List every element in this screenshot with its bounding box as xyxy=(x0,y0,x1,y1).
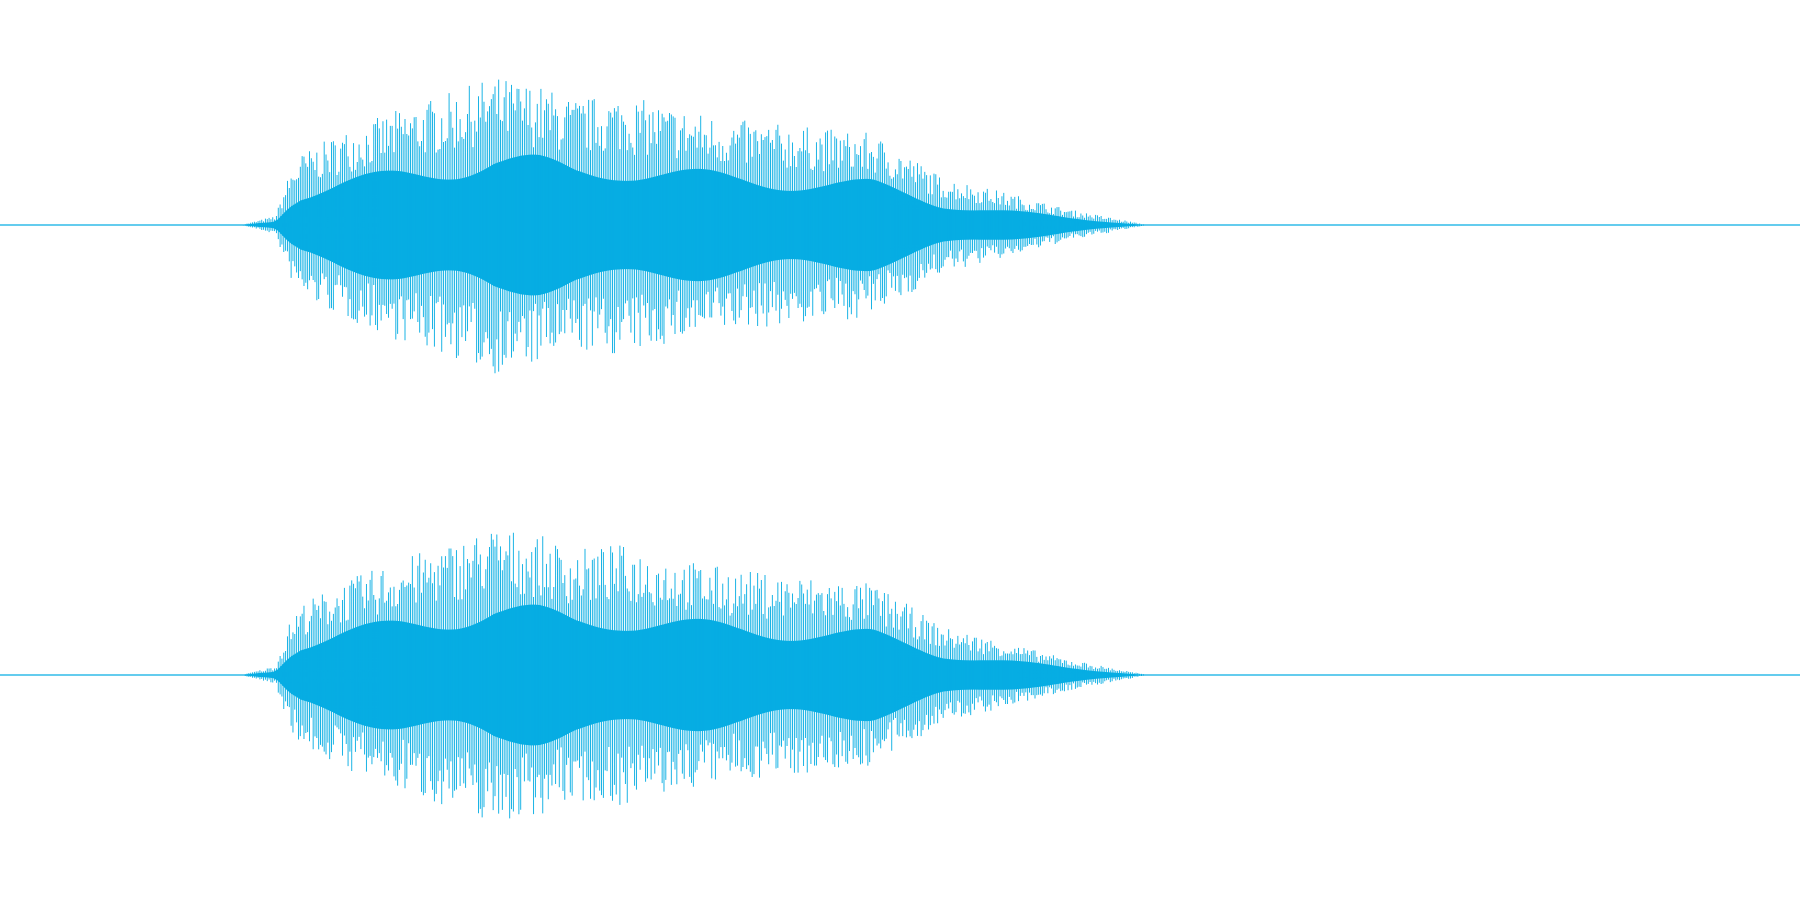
channel-1 xyxy=(0,79,1800,374)
waveform-peaks xyxy=(242,532,1146,819)
channel-2 xyxy=(0,532,1800,819)
waveform-peaks xyxy=(242,79,1146,374)
